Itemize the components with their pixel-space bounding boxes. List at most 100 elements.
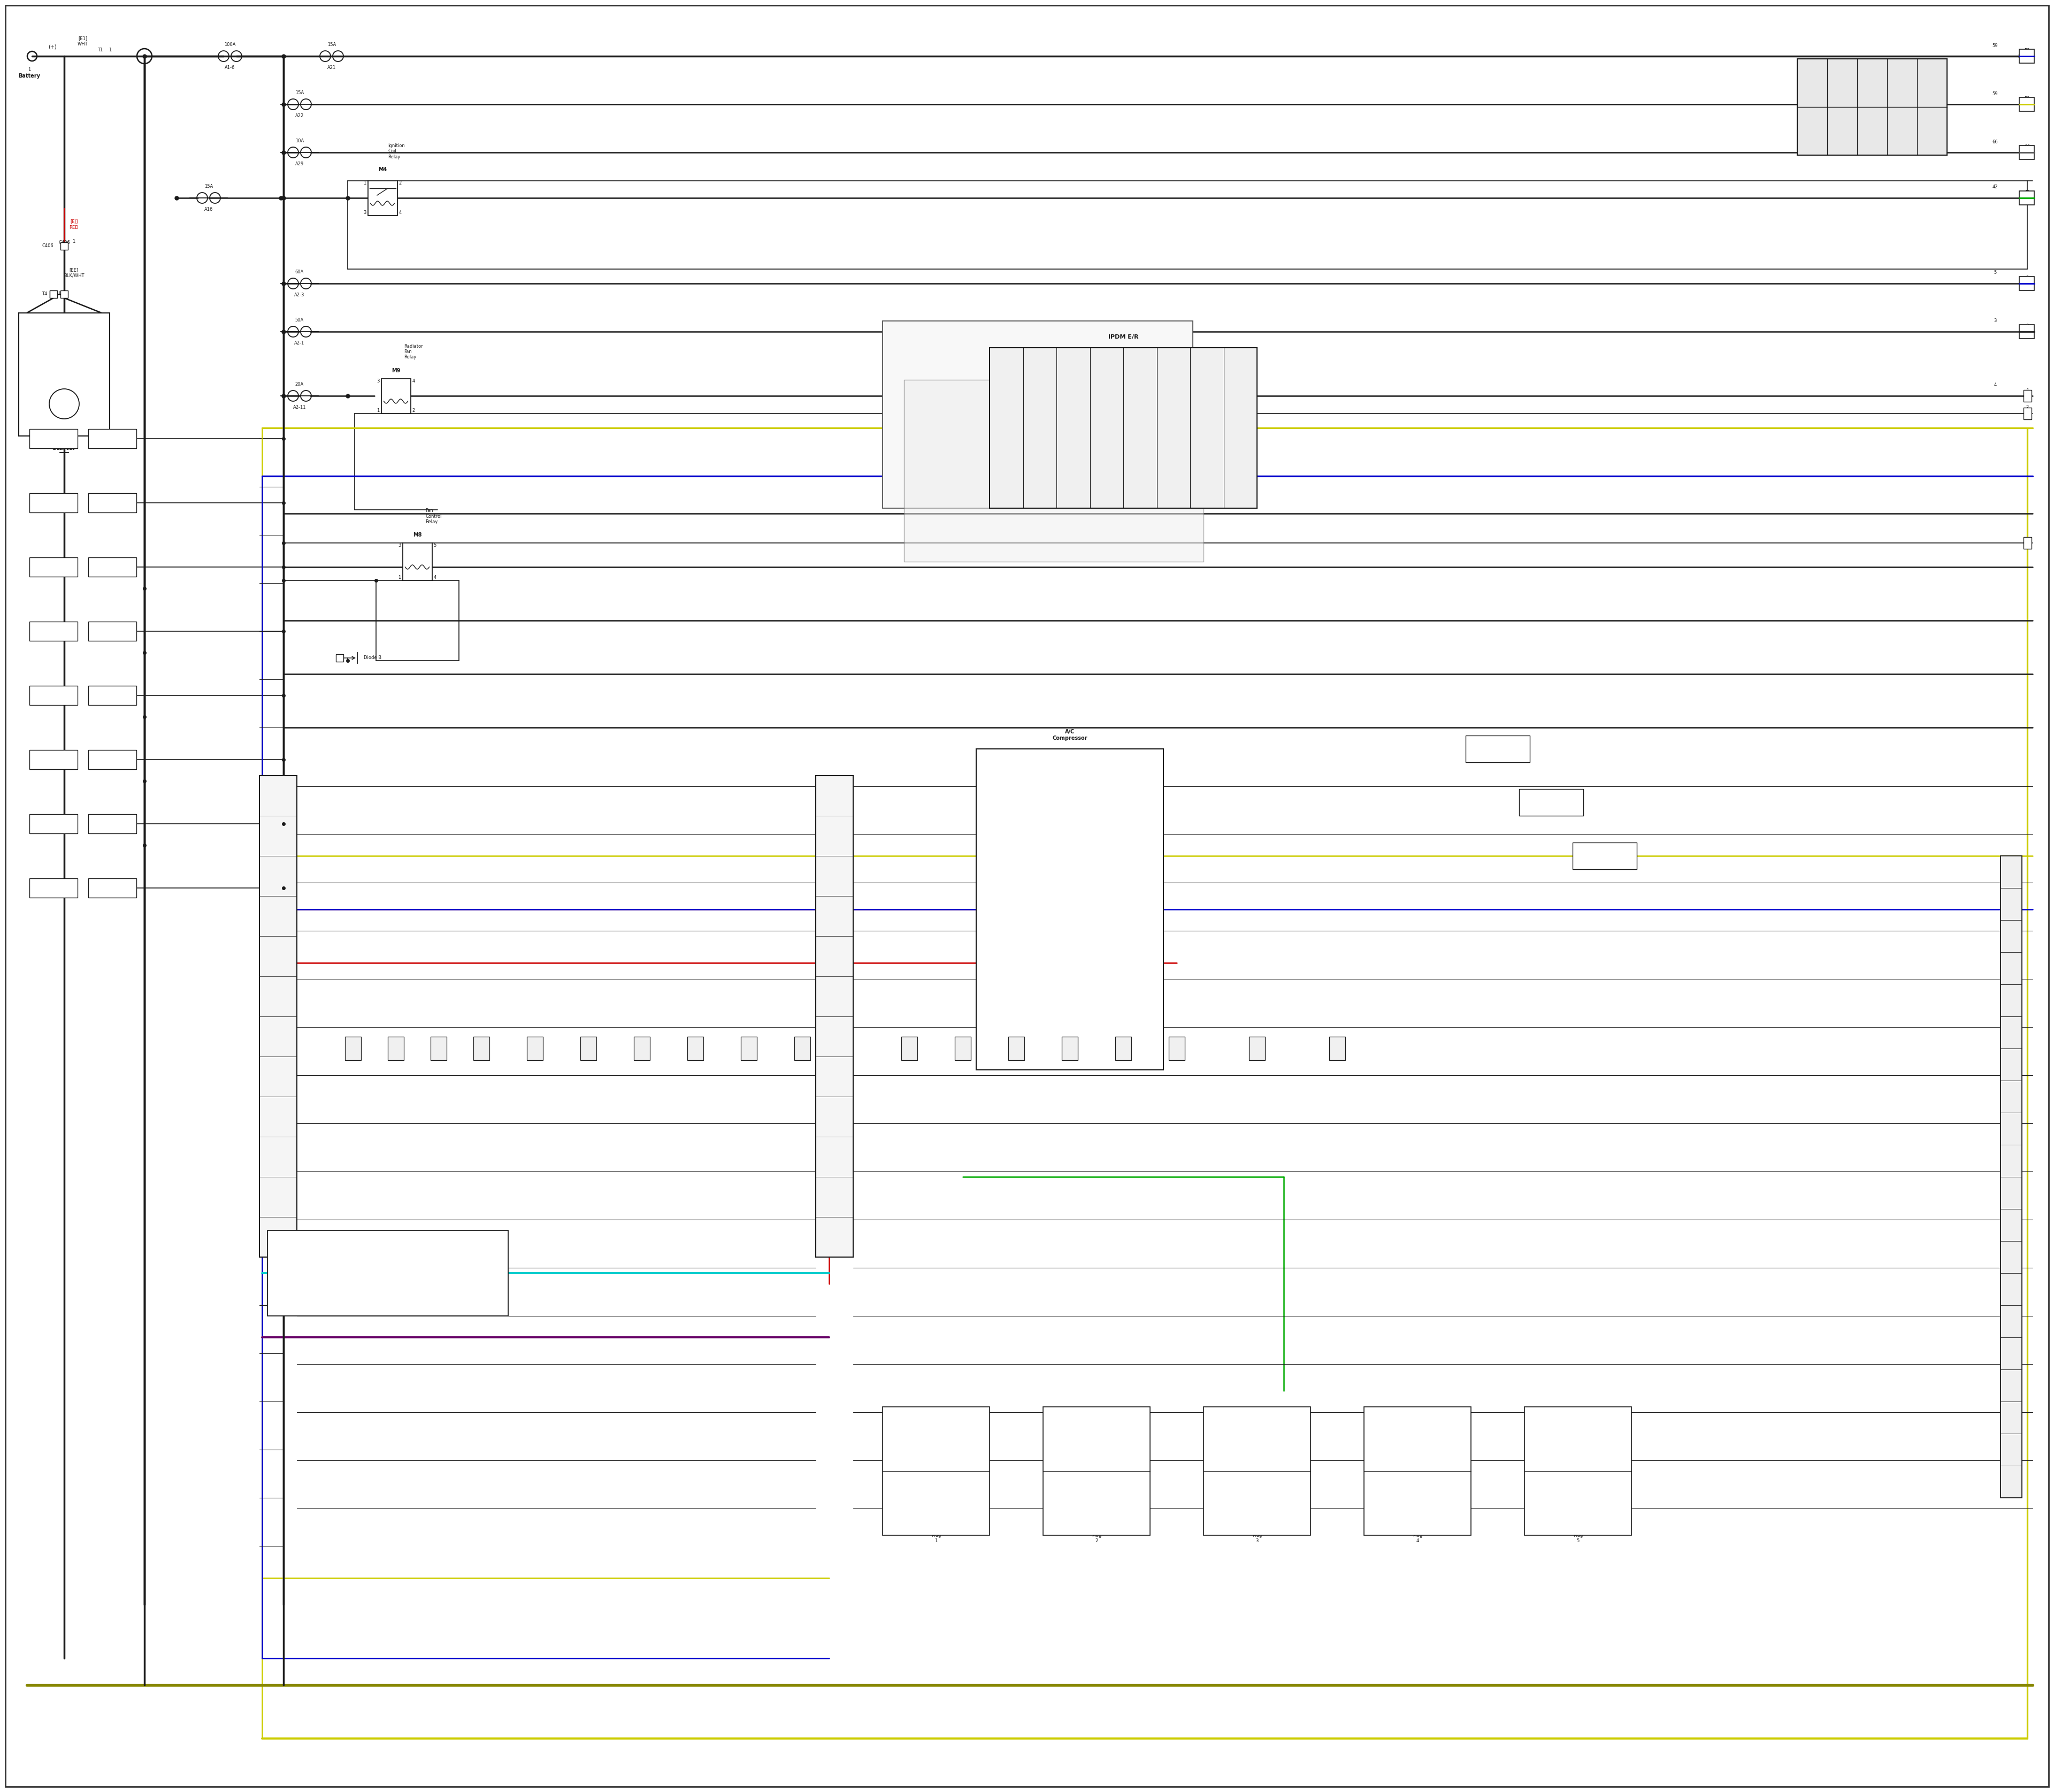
Text: 3: 3 — [376, 378, 380, 383]
Bar — [2023, 391, 2031, 401]
Bar — [88, 814, 136, 833]
Bar — [88, 622, 136, 642]
Text: Plug
2: Plug 2 — [1091, 1532, 1101, 1543]
Bar — [29, 751, 78, 769]
Bar — [267, 1231, 507, 1315]
Bar — [2001, 857, 2021, 1498]
Bar — [2019, 48, 2033, 63]
Text: 15A: 15A — [203, 185, 214, 188]
Bar — [29, 557, 78, 577]
Bar — [29, 814, 78, 833]
Text: 4: 4 — [413, 378, 415, 383]
Text: 42: 42 — [1992, 185, 1999, 190]
Bar — [635, 1038, 649, 1061]
Text: T4: T4 — [41, 292, 47, 297]
Bar — [29, 686, 78, 704]
Bar — [60, 242, 68, 249]
Text: Plug
4: Plug 4 — [1413, 1532, 1421, 1543]
Text: M9: M9 — [392, 367, 401, 373]
Text: 20A: 20A — [296, 382, 304, 387]
Text: F2: F2 — [109, 500, 115, 505]
Text: S: S — [99, 321, 101, 326]
Text: 1: 1 — [398, 575, 401, 581]
Bar — [2019, 324, 2033, 339]
Text: 2: 2 — [398, 181, 403, 186]
Text: Plug
3: Plug 3 — [1253, 1532, 1261, 1543]
Bar — [1009, 1038, 1025, 1061]
Text: [EE]
BLK/WHT: [EE] BLK/WHT — [64, 267, 84, 278]
Bar — [1329, 1038, 1345, 1061]
Text: A29: A29 — [296, 161, 304, 167]
Bar — [2023, 99, 2031, 109]
Bar — [955, 1038, 972, 1061]
Text: 66: 66 — [2025, 145, 2029, 149]
Text: 59: 59 — [1992, 43, 1999, 48]
Bar — [1204, 1407, 1310, 1536]
Text: 59: 59 — [1992, 91, 1999, 97]
Text: T1: T1 — [97, 47, 103, 52]
Text: 60A: 60A — [296, 269, 304, 274]
Text: 1: 1 — [109, 47, 111, 52]
Bar — [741, 1038, 756, 1061]
Text: Battery: Battery — [18, 73, 41, 79]
Bar — [388, 1038, 405, 1061]
Bar — [382, 378, 411, 414]
Bar — [581, 1038, 596, 1061]
Bar — [528, 1038, 542, 1061]
Text: 5: 5 — [2025, 276, 2029, 280]
Bar — [88, 428, 136, 448]
Text: 1: 1 — [364, 181, 366, 186]
Text: 59: 59 — [2025, 48, 2029, 54]
Bar — [1467, 735, 1530, 762]
Text: A/C
Compressor: A/C Compressor — [1052, 729, 1087, 740]
Bar — [883, 321, 1193, 509]
Bar — [1249, 1038, 1265, 1061]
Text: 2: 2 — [413, 409, 415, 412]
Text: 4: 4 — [398, 210, 403, 215]
Text: 5: 5 — [433, 543, 435, 548]
Text: F4: F4 — [109, 629, 115, 634]
Bar — [2023, 407, 2031, 419]
Bar — [259, 776, 298, 1256]
Text: A2-11: A2-11 — [294, 405, 306, 410]
Bar — [88, 557, 136, 577]
Bar — [60, 290, 68, 297]
Text: 3: 3 — [398, 543, 401, 548]
Text: F1: F1 — [109, 435, 115, 441]
Text: Plug
5: Plug 5 — [1573, 1532, 1584, 1543]
Bar — [2023, 50, 2031, 63]
Text: 15A: 15A — [296, 90, 304, 95]
Text: C406: C406 — [58, 240, 70, 246]
Bar — [403, 543, 431, 581]
Bar — [1062, 1038, 1078, 1061]
Bar — [1520, 788, 1584, 815]
Text: A2-3: A2-3 — [294, 292, 304, 297]
Bar — [1115, 1038, 1132, 1061]
Text: B: B — [27, 321, 31, 326]
Text: F3: F3 — [109, 564, 115, 570]
Bar — [1169, 1038, 1185, 1061]
Bar — [1043, 1407, 1150, 1536]
Bar — [88, 686, 136, 704]
Bar — [2019, 145, 2033, 159]
Text: Plug
1: Plug 1 — [930, 1532, 941, 1543]
Text: 1: 1 — [376, 409, 380, 412]
Text: 3: 3 — [364, 210, 366, 215]
Text: 1: 1 — [58, 292, 60, 297]
Text: F5: F5 — [109, 694, 115, 697]
Bar — [2023, 147, 2031, 158]
Text: Fan
Control
Relay: Fan Control Relay — [425, 509, 442, 525]
Text: 100A: 100A — [224, 43, 236, 47]
Bar — [18, 314, 109, 435]
Text: IPDM E/R: IPDM E/R — [1109, 335, 1138, 340]
Text: Radiator
Fan
Relay: Radiator Fan Relay — [405, 344, 423, 360]
Bar — [2023, 192, 2031, 204]
Text: F7: F7 — [109, 821, 115, 826]
Text: A16: A16 — [203, 208, 214, 211]
Bar — [1364, 1407, 1471, 1536]
Bar — [337, 654, 343, 661]
Text: 4: 4 — [433, 575, 435, 581]
Bar — [976, 749, 1163, 1070]
Text: M8: M8 — [413, 532, 421, 538]
Bar — [795, 1038, 811, 1061]
